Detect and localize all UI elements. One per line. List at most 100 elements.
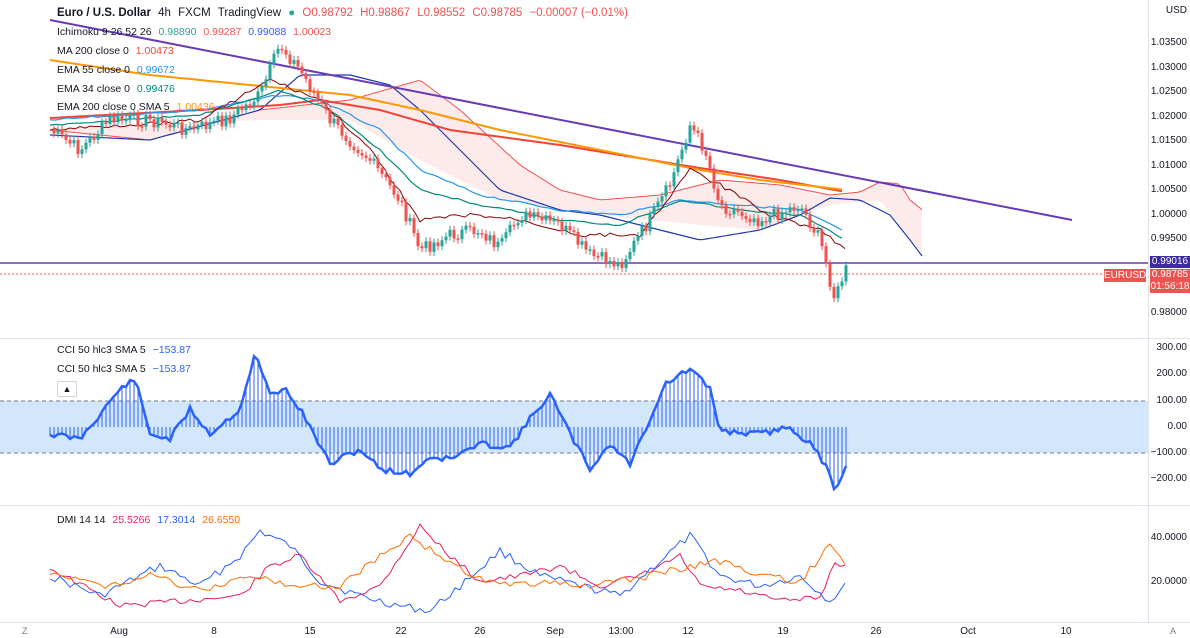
currency-label[interactable]: USD [1165,5,1187,16]
candle-body [644,226,648,232]
candle-body [476,233,480,235]
candle-body [120,115,124,121]
candle-body [680,149,684,160]
dmi-axis[interactable]: 40.0000 20.0000 [1148,506,1190,622]
legend-ma200[interactable]: MA 200 close 0 1.00473 [57,45,174,57]
dmi-pane[interactable] [0,506,1148,622]
candle-body [740,211,744,217]
candle-body [720,200,724,206]
candle-body [696,130,700,133]
candle-body [452,229,456,239]
symbol-header: Euro / U.S. Dollar 4h FXCM TradingView ●… [57,7,632,19]
candle-body [172,122,176,128]
candle-body [708,155,712,169]
candle-body [608,261,612,264]
candle-body [348,141,352,147]
legend-ema34[interactable]: EMA 34 close 0 0.99476 [57,83,175,95]
candle-body [372,158,376,161]
ema34-line [49,89,843,239]
candle-body [816,230,820,233]
candle-body [168,124,172,128]
candle-body [660,196,664,202]
price-axis[interactable]: USD 1.03500 1.03000 1.02500 1.02000 1.01… [1148,0,1190,338]
candle-body [532,212,536,218]
auto-scale-button[interactable]: A [1170,626,1177,636]
legend-ema55[interactable]: EMA 55 close 0 0.99672 [57,64,175,76]
candle-body [672,172,676,187]
price-pane[interactable] [0,0,1148,338]
candle-body [516,222,520,226]
candle-body [756,218,760,227]
candle-body [104,122,108,124]
cci-pane[interactable] [0,339,1148,505]
price-tick: 1.02000 [1150,111,1187,122]
candle-body [420,246,424,249]
candle-body [304,73,308,80]
candle-body [796,209,800,212]
candle-body [292,60,296,64]
candle-body [68,139,72,144]
candle-body [636,236,640,241]
candle-body [688,125,692,143]
candle-body [388,177,392,186]
pane-separator[interactable] [0,505,1190,506]
symbol-title[interactable]: Euro / U.S. Dollar [57,7,151,19]
candle-body [536,212,540,217]
candle-body [260,86,264,92]
legend-ema200[interactable]: EMA 200 close 0 SMA 5 1.00436 [57,101,215,113]
candle-body [364,155,368,158]
candle-body [220,115,224,127]
candle-body [832,286,836,299]
candle-body [504,232,508,239]
candle-body [772,208,776,216]
time-tick: 22 [395,626,407,637]
candle-body [432,242,436,252]
candle-body [228,115,232,124]
candle-body [752,218,756,223]
candle-body [548,215,552,221]
candle-body [668,185,672,187]
candle-body [264,79,268,87]
candle-body [624,259,628,268]
candle-body [268,64,272,80]
chevron-up-icon: ▲ [62,384,72,394]
candle-body [336,118,340,125]
cci-chart[interactable] [0,339,1148,505]
candle-body [484,234,488,241]
candle-body [716,188,720,201]
candle-body [748,218,752,223]
ohlc-open: O0.98792 [302,7,353,19]
candle-body [124,119,128,122]
candle-body [496,241,500,248]
candle-body [72,140,76,144]
legend-cci-2[interactable]: CCI 50 hlc3 SMA 5 −153.87 [57,363,191,375]
candle-body [108,116,112,124]
symbol-interval[interactable]: 4h [158,7,171,19]
candle-body [340,124,344,136]
price-chart[interactable] [0,0,1148,338]
candle-body [208,121,212,129]
legend-cci-1[interactable]: CCI 50 hlc3 SMA 5 −153.87 [57,344,191,356]
candle-body [404,201,408,222]
zoom-reset-button[interactable]: Z [22,626,28,636]
price-tick: 1.02500 [1150,86,1187,97]
candle-body [684,142,688,150]
candle-body [640,226,644,236]
pane-separator[interactable] [0,338,1190,339]
candle-body [112,116,116,123]
candle-body [396,194,400,201]
legend-dmi[interactable]: DMI 14 14 25.5266 17.3014 26.6550 [57,514,241,526]
candle-body [148,114,152,120]
candle-body [840,281,844,287]
collapse-legend-button[interactable]: ▲ [57,381,77,397]
cci-axis[interactable]: 300.00 200.00 100.00 0.00 −100.00 −200.0… [1148,339,1190,505]
candle-body [784,212,788,214]
bar-countdown: 01:56:18 [1150,281,1190,293]
candle-body [160,117,164,122]
symbol-platform: TradingView [217,7,282,19]
candle-body [284,50,288,55]
dmi-chart[interactable] [0,506,1148,622]
candle-body [488,235,492,241]
legend-ichimoku[interactable]: Ichimoku 9 26 52 26 0.98890 0.99287 0.99… [57,26,332,38]
candle-body [164,121,168,125]
